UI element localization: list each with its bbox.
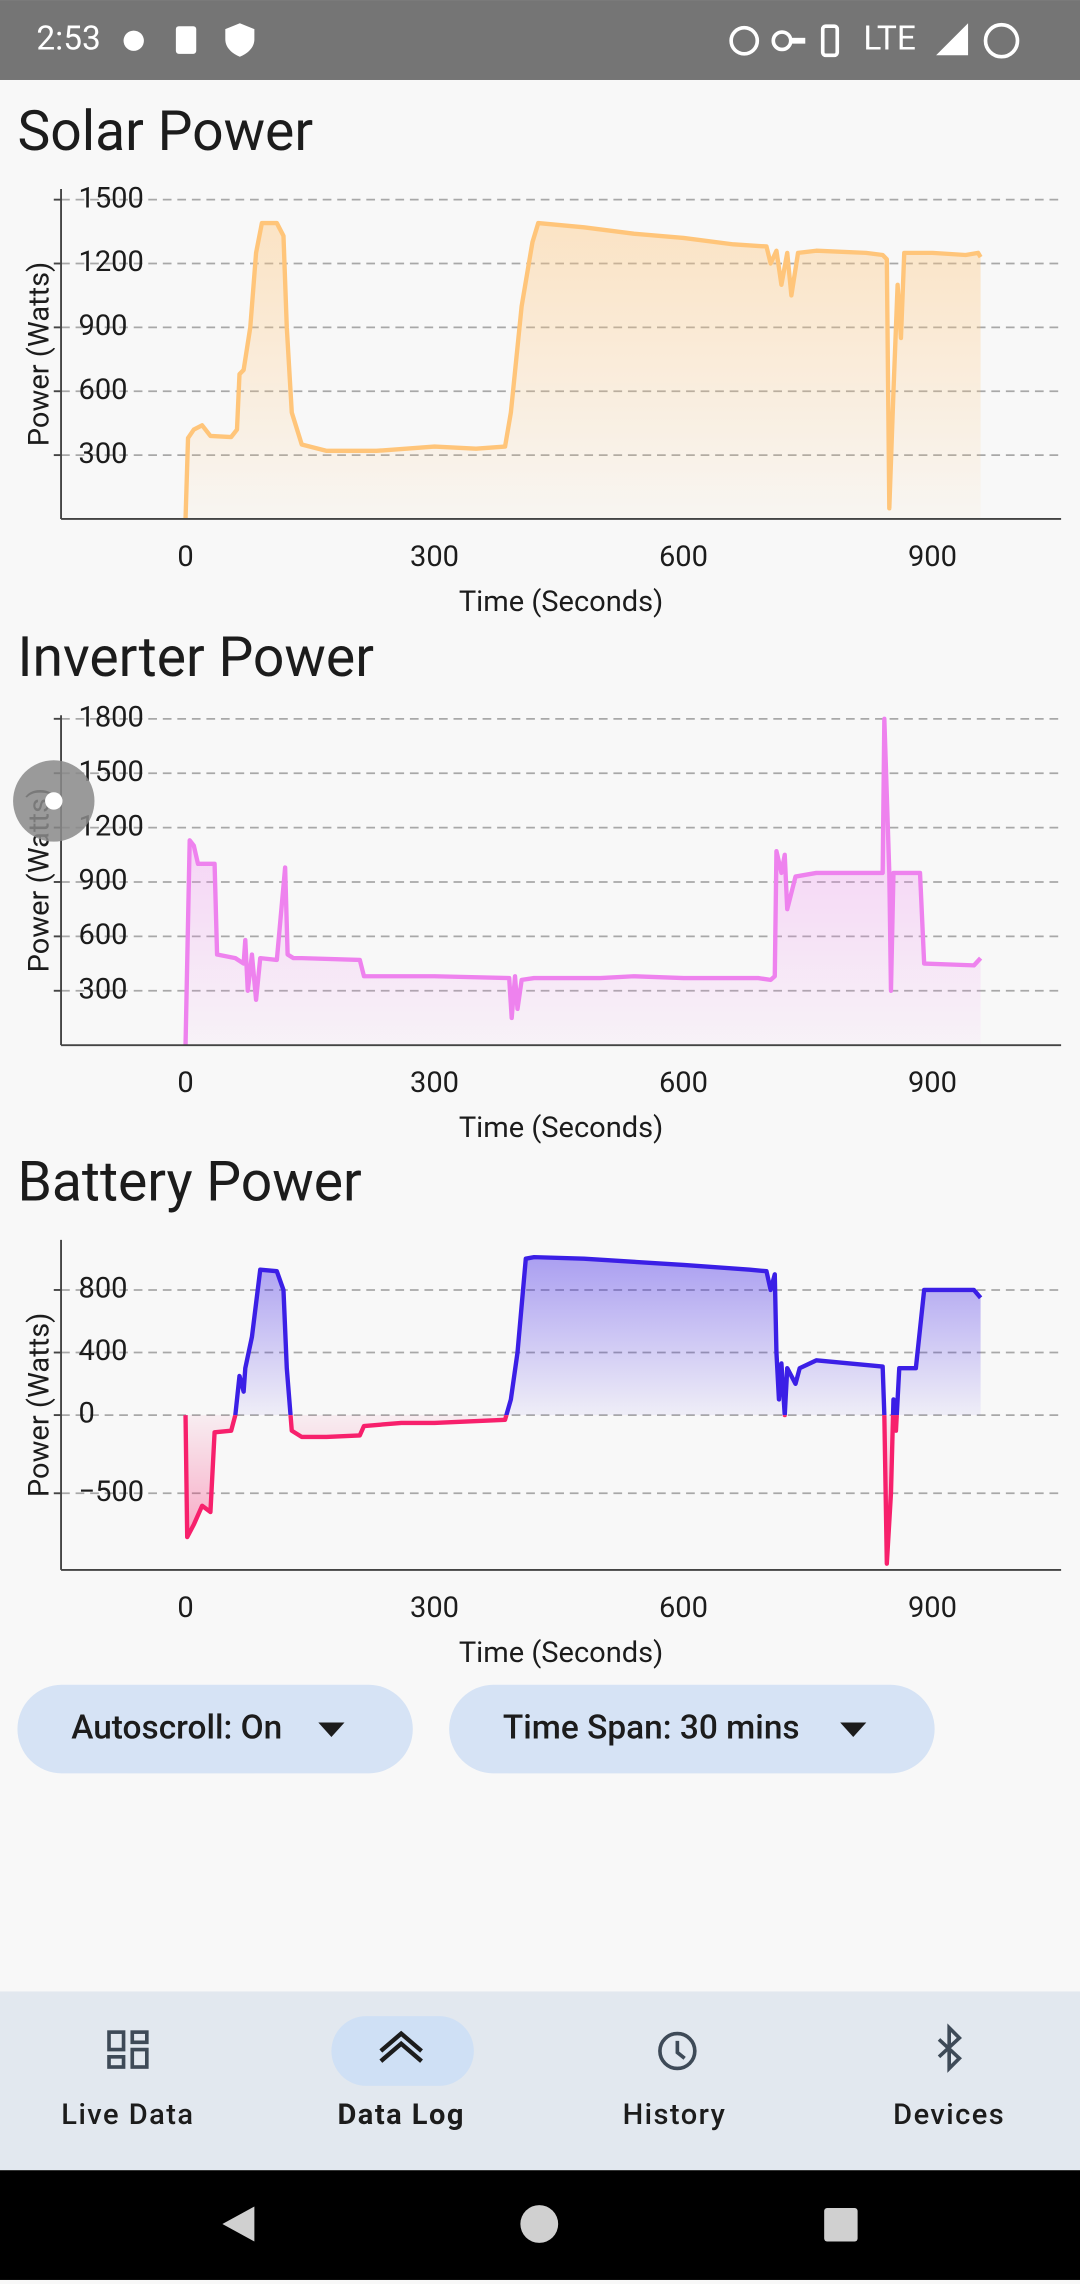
y-tick-label: 600 [78,918,127,952]
x-axis-label: Time (Seconds) [459,585,663,619]
x-tick-label: 600 [659,540,708,574]
y-tick-label: −500 [78,1475,144,1509]
bottom-nav [0,1991,1080,2171]
y-tick-label: 1800 [78,700,143,734]
status-icon [123,30,144,51]
y-tick-label: 0 [78,1397,94,1431]
y-axis-label: Power (Watts) [22,1313,56,1498]
nav-live-data[interactable]: Live Data [61,2030,194,2132]
status-icon [175,26,197,54]
x-tick-label: 900 [908,1591,957,1625]
status-icon [225,23,255,57]
y-tick-label: 1200 [78,245,143,279]
nav-icon [379,2030,423,2063]
back-button[interactable] [222,2206,255,2242]
x-axis-label: Time (Seconds) [459,1636,663,1670]
x-tick-label: 0 [177,1066,193,1100]
status-icon [729,25,760,56]
chart: Solar Power 300 600 900 1200 1500 0 300 600 900 Ti… [17,100,1062,619]
nav-icon [658,2031,697,2071]
nav-label: History [623,2098,727,2132]
line [183,220,983,520]
area [185,223,981,519]
y-tick-label: 400 [78,1334,127,1368]
x-axis-label: Time (Seconds) [459,1111,663,1145]
nav-icon [937,2023,962,2073]
x-tick-label: 0 [177,540,193,574]
y-tick-label: 300 [78,437,127,471]
status-icon [983,22,1020,59]
y-tick-label: 300 [78,972,127,1006]
line [185,1254,983,1416]
time-span-button[interactable]: Time Span: 30 mins [449,1684,935,1774]
y-tick-label: 1500 [78,181,143,215]
nav-devices[interactable]: Devices [893,2023,1005,2132]
x-tick-label: 900 [908,1066,957,1100]
nav-icon [675,2040,686,2060]
chart-title: Battery Power [17,1151,361,1215]
x-tick-label: 600 [659,1591,708,1625]
nav-indicator [331,2016,474,2086]
nav-history[interactable]: History [623,2031,727,2133]
chart: Battery Power −500 0 400 800 0 300 600 900 Time (… [17,1151,1062,1670]
home-button[interactable] [520,2205,559,2243]
dropdown-arrow [840,1722,867,1738]
x-tick-label: 300 [410,540,459,574]
area [185,718,981,1046]
y-tick-label: 800 [78,1272,127,1306]
charts: Solar Power 300 600 900 1200 1500 0 300 600 900 Ti… [17,100,1062,1670]
button-label: Time Span: 30 mins [503,1709,800,1748]
nav-label: Live Data [61,2098,194,2132]
x-tick-label: 300 [410,1591,459,1625]
y-axis-label: Power (Watts) [22,262,56,446]
floating-button-icon [45,792,63,810]
autoscroll-button[interactable]: Autoscroll: On [17,1684,413,1774]
button-background [449,1684,935,1774]
nav-label: Data Log [337,2098,464,2132]
x-tick-label: 600 [659,1066,708,1100]
status-icon [820,24,840,58]
chart-title: Inverter Power [17,626,373,690]
status-network: LTE [863,20,915,59]
chart-title: Solar Power [17,100,313,164]
y-tick-label: 600 [78,373,127,407]
status-icon [936,23,969,56]
x-tick-label: 300 [410,1066,459,1100]
button-label: Autoscroll: On [71,1709,282,1748]
nav-data-log[interactable]: Data Log [331,2016,474,2132]
status-time: 2:53 [36,20,100,59]
dropdown-arrow [318,1722,345,1738]
nav-label: Devices [893,2098,1005,2132]
line [183,716,983,1046]
x-tick-label: 900 [908,540,957,574]
x-tick-label: 0 [177,1591,193,1625]
status-icon [790,37,806,44]
y-tick-label: 900 [78,309,127,343]
nav-icon [107,2030,149,2069]
y-tick-label: 900 [78,864,127,898]
recents-button[interactable] [824,2208,858,2242]
button-background [17,1684,413,1774]
status-bar [0,0,1080,80]
